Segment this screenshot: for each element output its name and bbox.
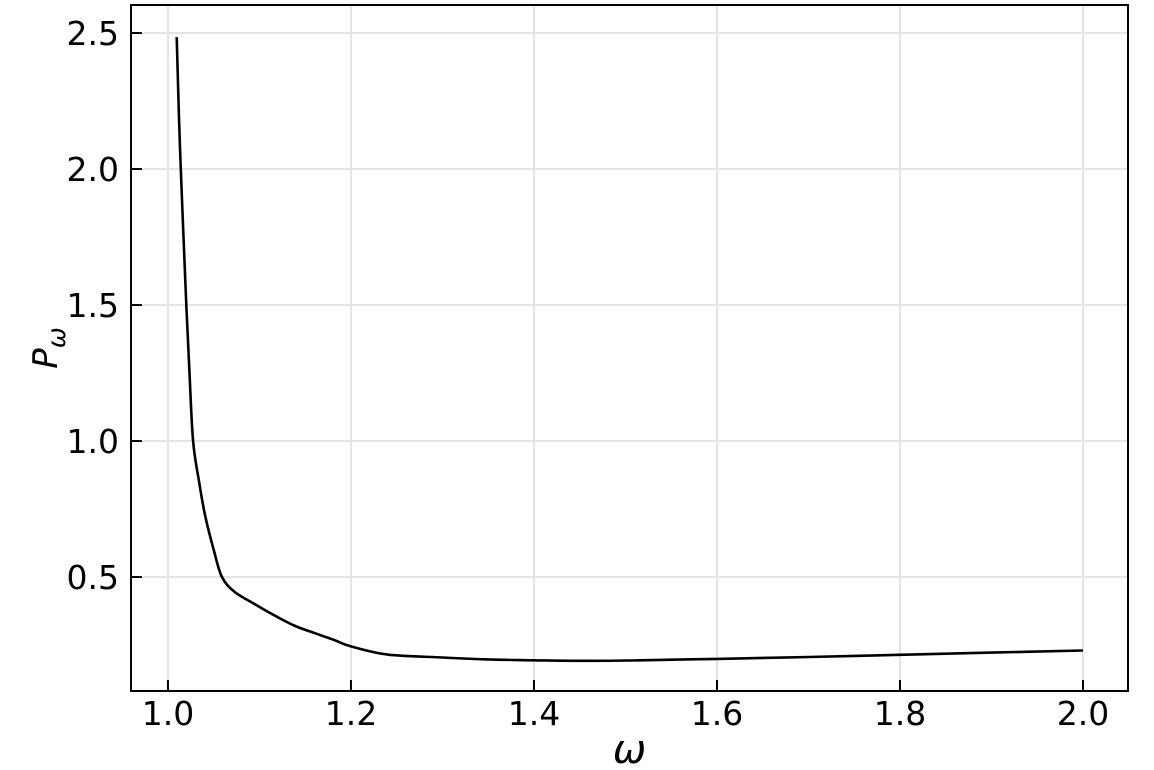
series-line (175, 37, 1084, 663)
y-tick-label: 1.0 (67, 422, 119, 461)
x-tick-label: 2.0 (1057, 694, 1109, 733)
x-tick-label: 1.8 (874, 694, 926, 733)
x-tick-label: 1.6 (691, 694, 743, 733)
x-axis-label: ω (613, 727, 647, 770)
y-tick-label: 2.0 (67, 150, 119, 189)
y-axis-label-subscript: ω (42, 327, 71, 348)
y-tick-label: 0.5 (67, 558, 119, 597)
gridlines (132, 6, 1127, 690)
plot-frame (130, 4, 1129, 692)
x-tick-label: 1.4 (508, 694, 560, 733)
y-tick-label: 2.5 (67, 14, 119, 53)
x-tick-label: 1.2 (325, 694, 377, 733)
y-axis-label: Pω (26, 327, 71, 368)
y-tick-label: 1.5 (67, 286, 119, 325)
x-tick-labels: 1.0 1.2 1.4 1.6 1.8 2.0 (142, 694, 1109, 733)
tick-marks (131, 32, 1084, 691)
y-tick-labels: 0.5 1.0 1.5 2.0 2.5 (67, 14, 119, 597)
y-axis-label-main: P (26, 348, 66, 369)
x-tick-label: 1.0 (142, 694, 194, 733)
